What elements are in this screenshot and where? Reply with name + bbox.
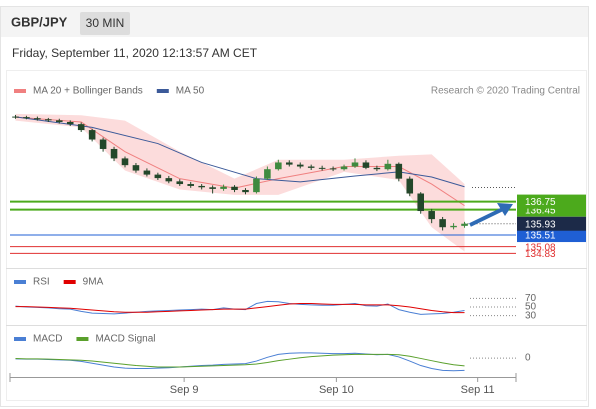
candle-body xyxy=(88,130,96,140)
legend-label: RSI xyxy=(33,277,50,288)
candle-body xyxy=(110,148,118,159)
projection-arrowhead xyxy=(497,203,513,216)
candle-body xyxy=(99,139,107,149)
chart-frame xyxy=(6,70,587,401)
candle-body xyxy=(220,186,227,189)
candle-body xyxy=(264,169,271,179)
x-tick-label: Sep 9 xyxy=(170,384,199,396)
moving-average xyxy=(15,116,465,188)
legend-swatch xyxy=(14,337,26,341)
candle-body xyxy=(362,162,370,168)
candle-body xyxy=(209,187,216,189)
legend-swatch xyxy=(76,337,89,341)
indicator-line xyxy=(15,353,465,368)
y-tick-label: 30 xyxy=(525,310,537,321)
candle-body xyxy=(12,116,19,118)
legend-swatch xyxy=(14,89,26,93)
candle-body xyxy=(132,165,140,171)
level-label-box xyxy=(517,228,586,243)
projection-arrow xyxy=(469,207,504,227)
candle-body xyxy=(77,124,85,131)
candle-body xyxy=(307,166,315,168)
level-label: 134.83 xyxy=(525,249,556,260)
legend-label: MA 20 + Bollinger Bands xyxy=(33,86,143,97)
legend-swatch xyxy=(63,280,76,284)
level-label: 135.51 xyxy=(525,231,556,242)
y-tick-label: 50 xyxy=(525,302,537,313)
datetime: Friday, September 11, 2020 12:13:57 AM C… xyxy=(12,46,258,60)
indicator-line xyxy=(15,303,465,314)
candle-body xyxy=(143,170,151,175)
bollinger-band xyxy=(15,113,465,252)
candle-body xyxy=(121,158,129,166)
candle-body xyxy=(56,120,63,122)
candle-body xyxy=(461,223,468,226)
candle-body xyxy=(187,184,194,186)
candle-body xyxy=(176,181,184,185)
level-label-box xyxy=(517,216,586,231)
candle-body xyxy=(428,211,435,220)
candle-body xyxy=(66,121,74,125)
credit: Research © 2020 Trading Central xyxy=(431,86,580,97)
candle-body xyxy=(286,162,293,165)
candle-body xyxy=(165,178,173,182)
candle-body xyxy=(417,193,424,212)
candle-body xyxy=(439,219,446,228)
candle-body xyxy=(406,178,414,194)
legend-swatch xyxy=(156,89,169,93)
candle-body xyxy=(351,162,359,167)
candle-body xyxy=(45,119,52,121)
level-label-box xyxy=(517,194,586,209)
level-label: 135.08 xyxy=(525,242,556,253)
candle-body xyxy=(253,178,260,193)
frame xyxy=(0,6,589,407)
level-label: 135.93 xyxy=(525,219,556,230)
legend-label: 9MA xyxy=(83,277,104,288)
candle-body xyxy=(34,118,41,120)
y-tick-label: 70 xyxy=(525,293,537,304)
legend-label: MACD Signal xyxy=(95,334,155,345)
candle-body xyxy=(329,168,337,170)
candle-body xyxy=(296,164,304,167)
timeframe[interactable]: 30 MIN xyxy=(86,16,125,30)
candle-body xyxy=(395,163,403,179)
level-label: 136.45 xyxy=(525,205,556,216)
level-label: 136.75 xyxy=(525,197,556,208)
candle-body xyxy=(154,174,162,179)
legend-label: MACD xyxy=(33,334,62,345)
symbol: GBP/JPY xyxy=(11,14,68,29)
candle-body xyxy=(23,117,30,119)
candle-body xyxy=(384,163,392,170)
x-tick-label: Sep 10 xyxy=(319,384,354,396)
y-tick-label: 0 xyxy=(525,353,531,364)
candle-body xyxy=(242,189,249,193)
legend-swatch xyxy=(14,280,26,284)
candle-body xyxy=(318,167,326,169)
candle-body xyxy=(198,185,205,188)
candle-body xyxy=(373,167,381,170)
candle-body xyxy=(450,225,457,228)
candle-body xyxy=(231,186,238,190)
legend-label: MA 50 xyxy=(176,86,205,97)
timeframe-button[interactable] xyxy=(80,12,130,35)
candle-body xyxy=(275,162,282,170)
candle-body xyxy=(340,166,348,170)
x-tick-label: Sep 11 xyxy=(461,384,495,396)
